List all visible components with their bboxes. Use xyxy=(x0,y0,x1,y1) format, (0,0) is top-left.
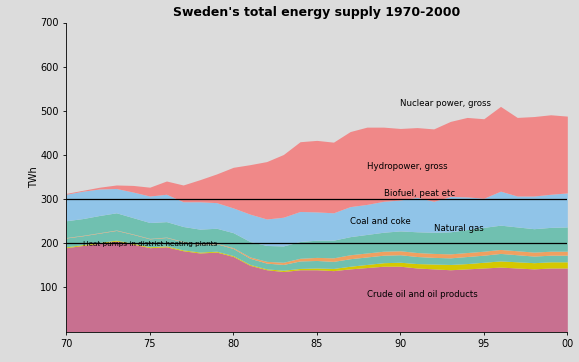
Y-axis label: TWh: TWh xyxy=(29,166,39,188)
Text: Hydropower, gross: Hydropower, gross xyxy=(367,162,448,171)
Title: Sweden's total energy supply 1970-2000: Sweden's total energy supply 1970-2000 xyxy=(173,5,460,18)
Text: Heat pumps in district heating plants: Heat pumps in district heating plants xyxy=(83,241,217,247)
Text: Nuclear power, gross: Nuclear power, gross xyxy=(400,100,492,108)
Text: Natural gas: Natural gas xyxy=(434,224,483,233)
Text: Biofuel, peat etc: Biofuel, peat etc xyxy=(384,189,455,198)
Text: Crude oil and oil products: Crude oil and oil products xyxy=(367,290,478,299)
Text: Coal and coke: Coal and coke xyxy=(350,217,411,226)
